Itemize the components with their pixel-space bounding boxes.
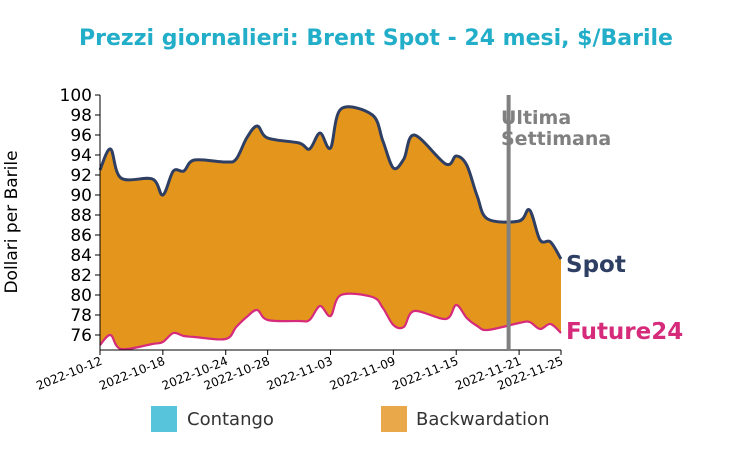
x-tick-label: 2022-11-09 xyxy=(328,354,398,393)
legend-label-backwardation: Backwardation xyxy=(416,409,549,430)
y-tick-label: 86 xyxy=(70,226,92,246)
y-tick-label: 88 xyxy=(70,206,92,226)
x-tick-label: 2022-11-15 xyxy=(390,354,460,393)
spot-series-label: Spot xyxy=(566,252,626,278)
legend-swatch-backwardation xyxy=(381,406,407,432)
y-tick-label: 80 xyxy=(70,286,92,306)
legend: Contango Backwardation xyxy=(151,406,549,432)
future24-series-label: Future24 xyxy=(566,319,683,345)
x-tick-label: 2022-10-12 xyxy=(34,354,104,393)
x-tick-label: 2022-10-18 xyxy=(97,354,167,393)
x-axis-ticks: 2022-10-122022-10-182022-10-242022-10-28… xyxy=(34,350,565,393)
x-tick-label: 2022-11-03 xyxy=(265,354,335,393)
y-tick-label: 100 xyxy=(60,86,92,106)
y-tick-label: 90 xyxy=(70,186,92,206)
y-tick-label: 76 xyxy=(70,326,92,346)
marker-label-line1: Ultima xyxy=(501,107,571,129)
y-tick-label: 92 xyxy=(70,166,92,186)
y-tick-label: 84 xyxy=(70,246,92,266)
y-tick-label: 96 xyxy=(70,126,92,146)
legend-swatch-contango xyxy=(151,406,177,432)
y-tick-label: 82 xyxy=(70,266,92,286)
spot-line xyxy=(98,105,563,260)
y-tick-label: 78 xyxy=(70,306,92,326)
backwardation-area xyxy=(100,106,561,350)
future24-line xyxy=(99,292,562,351)
chart-title: Prezzi giornalieri: Brent Spot - 24 mesi… xyxy=(79,26,673,51)
y-tick-label: 94 xyxy=(70,146,92,166)
legend-label-contango: Contango xyxy=(187,409,274,430)
marker-label-line2: Settimana xyxy=(501,128,611,150)
y-tick-label: 98 xyxy=(70,106,92,126)
y-axis-label: Dollari per Barile xyxy=(2,150,22,293)
